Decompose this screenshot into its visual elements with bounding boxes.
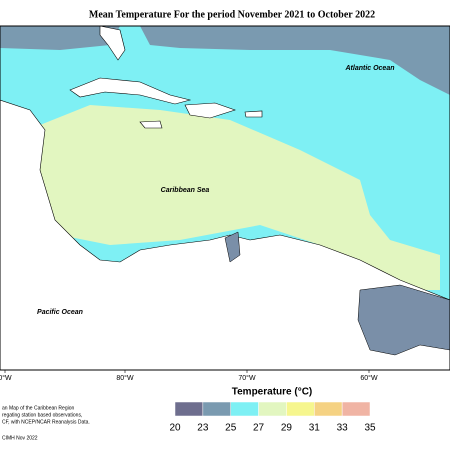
cool-land — [357, 284, 450, 356]
lon-label: 70°W — [238, 374, 256, 382]
legend-tick-label: 31 — [309, 423, 321, 434]
legend-swatch — [230, 401, 259, 417]
florida — [99, 25, 126, 61]
legend-swatch — [258, 401, 287, 417]
lon-label: 0°W — [0, 374, 12, 382]
cool-water — [140, 26, 450, 95]
legend-swatch — [314, 401, 343, 417]
note: regating station based observations, — [2, 412, 82, 418]
legend-swatch — [202, 401, 231, 417]
legend-tick-label: 20 — [169, 423, 181, 434]
lon-label: 60°W — [360, 374, 378, 382]
puerto-rico — [244, 110, 263, 118]
jamaica — [139, 120, 163, 129]
ocean-label: Caribbean Sea — [161, 187, 210, 194]
hispaniola — [184, 102, 236, 119]
ocean-label: Atlantic Ocean — [344, 65, 394, 72]
cool-water — [0, 26, 120, 50]
credit: CIMH Nov 2022 — [2, 435, 38, 441]
warm-water — [40, 105, 440, 290]
note: an Map of the Caribbean Region — [2, 405, 74, 411]
legend-tick-label: 35 — [364, 423, 376, 434]
legend: Temperature (°C) 20 23 25 27 29 31 33 35 — [169, 387, 376, 434]
cuba — [69, 77, 192, 105]
mainland — [0, 99, 450, 371]
legend-tick-label: 29 — [281, 423, 293, 434]
lake — [224, 231, 241, 263]
legend-tick-label: 23 — [197, 423, 209, 434]
legend-swatch — [286, 401, 315, 417]
map: Atlantic Ocean Caribbean Sea Pacific Oce… — [0, 25, 450, 371]
legend-swatch — [174, 401, 204, 417]
note: CF, with NCEP/NCAR Reanalysis Data. — [2, 419, 90, 425]
legend-title: Temperature (°C) — [232, 387, 313, 398]
ocean-label: Pacific Ocean — [37, 309, 83, 316]
legend-tick-label: 33 — [337, 423, 349, 434]
map-title: Mean Temperature For the period November… — [89, 9, 375, 20]
longitude-labels: 0°W 80°W 70°W 60°W — [0, 370, 378, 382]
legend-tick-label: 25 — [225, 423, 237, 434]
legend-tick-label: 27 — [253, 423, 265, 434]
map-frame — [0, 25, 450, 371]
notes: CIMH Nov 2022 an Map of the Caribbean Re… — [2, 405, 90, 441]
legend-swatch — [341, 401, 371, 417]
lon-label: 80°W — [116, 374, 134, 382]
